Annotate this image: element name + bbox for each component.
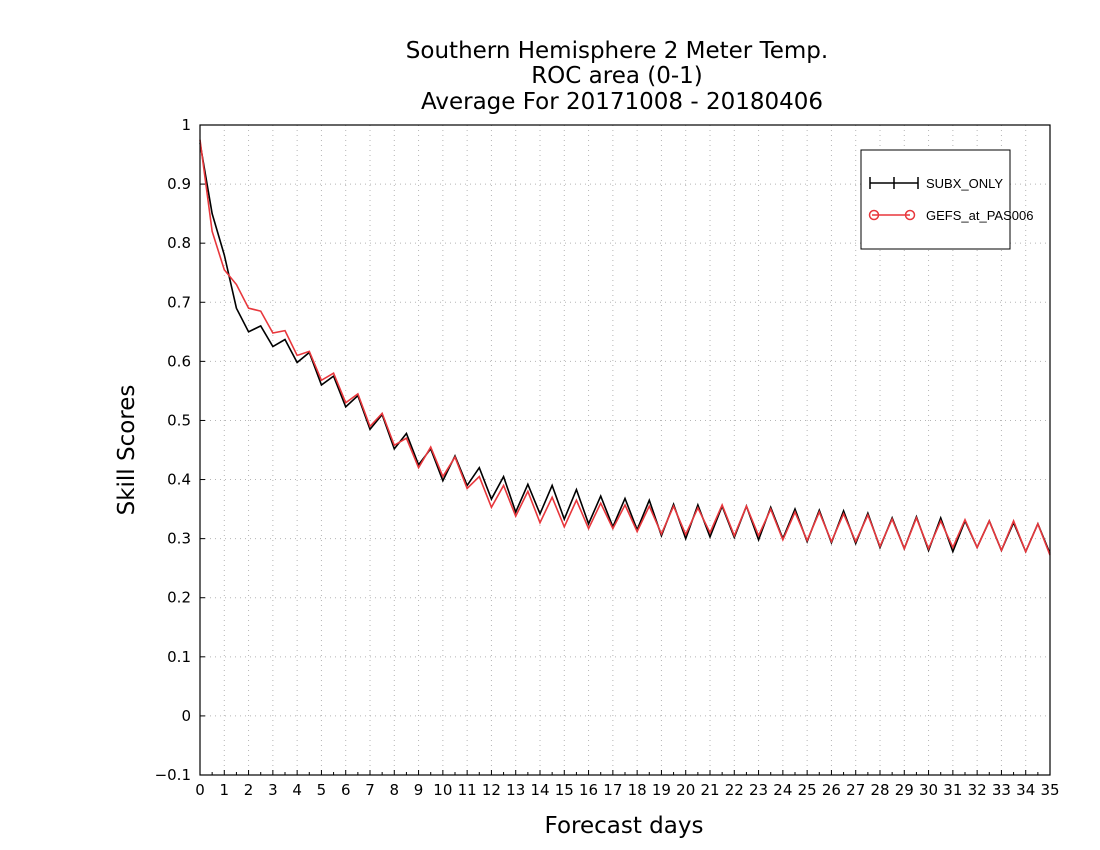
x-tick-label: 17 [603,781,622,799]
x-tick-label: 24 [773,781,792,799]
chart-title-line-2: ROC area (0-1) [531,63,703,89]
legend-label-gefs: GEFS_at_PAS006 [926,208,1033,223]
x-tick-label: 20 [676,781,695,799]
x-tick-label: 23 [749,781,768,799]
y-tick-label: 1 [181,116,191,134]
chart-title-line-1: Southern Hemisphere 2 Meter Temp. [406,38,828,64]
x-tick-label: 22 [725,781,744,799]
y-tick-label: 0.4 [167,471,191,489]
x-tick-label: 8 [390,781,400,799]
x-tick-label: 18 [628,781,647,799]
y-tick-label: 0.5 [167,411,191,429]
x-tick-label: 14 [530,781,549,799]
x-tick-label: 13 [506,781,525,799]
x-tick-label: 25 [798,781,817,799]
chart-title: Southern Hemisphere 2 Meter Temp. ROC ar… [406,38,828,115]
x-tick-label: 0 [195,781,205,799]
x-tick-label: 11 [458,781,477,799]
x-tick-label: 3 [268,781,278,799]
x-tick-label: 19 [652,781,671,799]
x-tick-label: 33 [992,781,1011,799]
x-tick-label: 9 [414,781,424,799]
x-tick-label: 16 [579,781,598,799]
x-tick-label: 26 [822,781,841,799]
y-tick-label: 0.9 [167,175,191,193]
x-tick-label: 32 [968,781,987,799]
legend-marker-circle-icon [904,209,916,221]
x-tick-label: 2 [244,781,254,799]
x-axis-title: Forecast days [545,813,704,839]
y-tick-label: −0.1 [155,766,191,784]
y-tick-label: 0.7 [167,293,191,311]
x-tick-label: 34 [1016,781,1035,799]
x-axis-ticks: 0 1 2 3 4 5 6 7 8 9 10 11 12 13 14 15 16 17 18 19 20 21 22 23 24… [195,770,1060,799]
x-tick-label: 31 [943,781,962,799]
x-tick-label: 29 [895,781,914,799]
x-tick-label: 7 [365,781,375,799]
chart-title-line-3: Average For 20171008 - 20180406 [421,89,823,115]
x-tick-label: 30 [919,781,938,799]
legend-box [860,149,1011,250]
series-line-gefs-at-pas006 [199,139,1051,556]
x-tick-label: 5 [317,781,327,799]
x-tick-label: 12 [482,781,501,799]
grid [200,125,1050,775]
x-tick-label: 35 [1040,781,1059,799]
y-tick-label: 0.3 [167,530,191,548]
x-tick-label: 10 [433,781,452,799]
x-tick-label: 1 [220,781,230,799]
x-tick-label: 21 [700,781,719,799]
y-tick-label: 0.2 [167,589,191,607]
legend-marker-circle-icon [868,209,880,221]
legend-marker-plus-icon [869,177,919,189]
x-tick-label: 4 [292,781,302,799]
y-tick-label: 0.6 [167,352,191,370]
x-tick-label: 15 [555,781,574,799]
x-tick-label: 28 [870,781,889,799]
y-axis-ticks: 1 0.9 0.8 0.7 0.6 0.5 0.4 0.3 0.2 0.1 0 −0.1 [155,116,205,784]
y-axis-title: Skill Scores [114,385,140,516]
y-tick-label: 0 [181,707,191,725]
legend: SUBX_ONLY GEFS_at_PAS006 [860,149,1033,250]
legend-label-subx: SUBX_ONLY [926,176,1003,191]
x-tick-label: 27 [846,781,865,799]
y-tick-label: 0.8 [167,234,191,252]
y-tick-label: 0.1 [167,648,191,666]
x-tick-label: 6 [341,781,351,799]
series-lines [199,139,1051,556]
